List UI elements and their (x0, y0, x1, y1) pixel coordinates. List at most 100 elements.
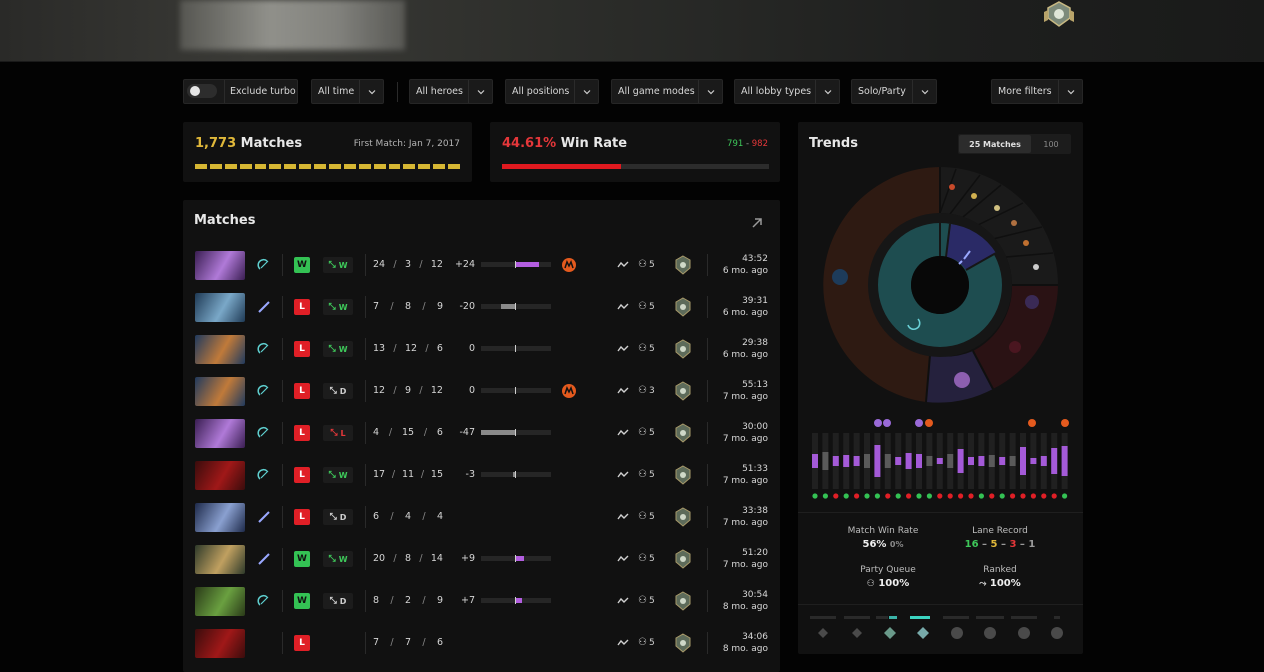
hero-portrait[interactable] (195, 545, 245, 574)
party-icon: ⚇ (866, 579, 875, 589)
trend-bar (1051, 448, 1058, 474)
lane-outcome-text: W (338, 260, 348, 270)
trend-result-dot (906, 493, 912, 499)
lane-outcome-icon: ⤡ (328, 344, 336, 354)
toggle-25-matches[interactable]: 25 Matches (959, 135, 1031, 153)
time-filter[interactable]: All time (311, 79, 384, 104)
more-filters-label: More filters (998, 86, 1052, 97)
lane-outcome-text: L (340, 428, 346, 438)
match-result-badge: L (294, 425, 310, 441)
trend-result-dot (895, 493, 901, 499)
matches-bar-segment (329, 164, 341, 169)
trend-bar (978, 456, 985, 466)
carry-role-icon (257, 384, 269, 396)
net-worth-diff: 0 (468, 343, 475, 354)
carry-role-icon (257, 468, 269, 480)
carry-role-icon (257, 426, 269, 438)
match-row[interactable]: L ⤡ D 6/4/4 ⚇ 5 33:38 7 mo. ago (183, 496, 780, 538)
match-row[interactable]: W ⤡ W 24/3/12 +24 ⚇ 5 43:52 6 mo. ago (183, 244, 780, 286)
match-row[interactable]: W ⤡ D 8/2/9 +7 ⚇ 5 30:54 8 mo. ago (183, 580, 780, 622)
match-row[interactable]: L ⤡ D 12/9/12 0 ⚇ 3 55:13 7 mo. ago (183, 370, 780, 412)
rank-medal-icon (675, 339, 691, 359)
match-row[interactable]: L ⤡ L 4/15/6 -47 ⚇ 5 30:00 7 mo. ago (183, 412, 780, 454)
lane-record-label: Lane Record (972, 526, 1028, 536)
hero-portrait[interactable] (195, 461, 245, 490)
chevron-down-icon (468, 80, 492, 103)
kda: 4/15/6 (373, 427, 443, 438)
net-worth-bar-positive (515, 556, 525, 561)
rank-medal-icon (675, 591, 691, 611)
match-row[interactable]: L 7/7/6 ⚇ 5 34:06 8 mo. ago (183, 622, 780, 664)
aegis-icon (562, 258, 576, 272)
matches-segment-bar (195, 164, 461, 169)
positions-filter[interactable]: All positions (505, 79, 599, 104)
trend-bar (1040, 456, 1047, 466)
lane-outcome: ⤡ D (323, 509, 353, 525)
matches-bar-segment (299, 164, 312, 169)
party-icon: ⚇ (638, 553, 647, 564)
net-worth-bar (481, 471, 551, 478)
solo-party-filter[interactable]: Solo/Party (851, 79, 937, 104)
match-row[interactable]: L ⤡ W 7/8/9 -20 ⚇ 5 39:31 6 mo. ago (183, 286, 780, 328)
kda: 13/12/6 (373, 343, 443, 354)
match-time: 34:06 8 mo. ago (722, 632, 768, 654)
hero-portrait[interactable] (195, 587, 245, 616)
heroes-filter-label: All heroes (416, 86, 463, 97)
hero-portrait[interactable] (195, 503, 245, 532)
carry-role-icon (257, 342, 269, 354)
trend-marker-icon (1028, 419, 1036, 427)
lane-outcome-text: W (338, 470, 348, 480)
lobby-types-filter[interactable]: All lobby types (734, 79, 840, 104)
party-size: ⚇ 5 (638, 343, 655, 354)
rank-medal-icon (675, 255, 691, 275)
kda: 20/8/14 (373, 553, 443, 564)
aegis-icon (562, 384, 576, 398)
hero-avatar-icon (1025, 295, 1039, 309)
kda: 7/8/9 (373, 301, 443, 312)
more-filters-button[interactable]: More filters (991, 79, 1083, 104)
lane-outcome-icon: ⤡ (330, 428, 338, 438)
rank-medal-icon (675, 549, 691, 569)
net-worth-diff: -47 (459, 427, 475, 438)
ranked-icon (617, 387, 629, 394)
hero-portrait[interactable] (195, 293, 245, 322)
positions-filter-label: All positions (512, 86, 570, 97)
net-worth-diff: -3 (465, 469, 475, 480)
trend-bar (999, 457, 1006, 465)
toggle-100[interactable]: 100 (1043, 139, 1059, 149)
trend-bar (832, 456, 839, 466)
trend-bar (926, 456, 933, 466)
party-icon: ⚇ (638, 343, 647, 354)
profile-banner-blurred (180, 0, 405, 50)
match-row[interactable]: L ⤡ W 13/12/6 0 ⚇ 5 29:38 6 mo. ago (183, 328, 780, 370)
lane-outcome: ⤡ D (323, 593, 353, 609)
party-icon: ⚇ (638, 595, 647, 606)
matches-bar-segment (209, 164, 222, 169)
ranked-icon: ⤳ (979, 579, 987, 589)
trend-result-dot (989, 493, 995, 499)
lane-outcome-text: D (339, 386, 347, 396)
carry-role-icon (257, 258, 269, 270)
hero-portrait[interactable] (195, 629, 245, 658)
matches-bar-segment (269, 164, 282, 169)
match-row[interactable]: W ⤡ W 20/8/14 +9 ⚇ 5 51:20 7 mo. ago (183, 538, 780, 580)
trend-bar (905, 453, 912, 469)
expand-arrow-icon[interactable] (751, 217, 763, 229)
trend-result-dot (1051, 493, 1057, 499)
trend-bar (968, 457, 974, 465)
hero-portrait[interactable] (195, 419, 245, 448)
hero-portrait[interactable] (195, 377, 245, 406)
turbo-switch[interactable] (187, 84, 217, 98)
lane-outcome: ⤡ W (323, 551, 353, 567)
trend-marker-icon (1061, 419, 1069, 427)
heroes-filter[interactable]: All heroes (409, 79, 493, 104)
hero-portrait[interactable] (195, 251, 245, 280)
lane-outcome-text: D (339, 596, 347, 606)
match-result-badge: W (294, 551, 310, 567)
game-modes-filter[interactable]: All game modes (611, 79, 723, 104)
match-row[interactable]: L ⤡ W 17/11/15 -3 ⚇ 5 51:33 7 mo. ago (183, 454, 780, 496)
trend-result-dot (1020, 493, 1026, 499)
match-result-badge: L (294, 341, 310, 357)
mid-role-icon (258, 553, 270, 565)
hero-portrait[interactable] (195, 335, 245, 364)
